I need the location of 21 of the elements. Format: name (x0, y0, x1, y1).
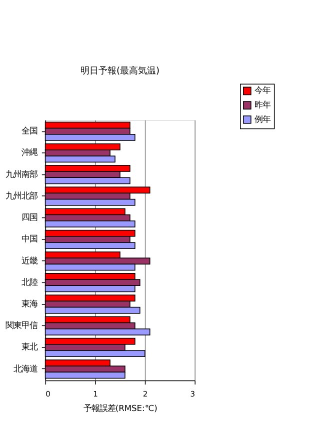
x-tick-label: 1 (93, 390, 98, 399)
x-tick-label: 3 (190, 390, 196, 399)
y-tick-label: 全国 (21, 126, 38, 136)
y-tick-label: 近畿 (21, 255, 38, 266)
chart-title: 明日予報(最高気温) (80, 66, 160, 77)
legend-label: 例年 (254, 114, 270, 124)
y-tick-label: 中国 (21, 234, 38, 244)
legend-label: 昨年 (254, 100, 270, 110)
y-tick-label: 九州南部 (5, 168, 38, 179)
x-tick-label: 0 (46, 390, 51, 399)
y-tick-label: 北陸 (21, 276, 38, 287)
legend-label: 今年 (254, 85, 270, 96)
y-tick-label: 東海 (21, 298, 38, 308)
y-tick-label: 沖縄 (21, 147, 38, 158)
y-tick-label: 九州北部 (5, 190, 38, 200)
y-tick-label: 北海道 (13, 363, 38, 374)
y-tick-label: 四国 (21, 212, 38, 222)
y-tick-label: 関東甲信 (5, 320, 38, 330)
y-tick-label: 東北 (21, 342, 38, 352)
x-axis-title: 予報誤差(RMSE:℃) (83, 402, 158, 413)
x-tick-label: 2 (142, 390, 148, 399)
